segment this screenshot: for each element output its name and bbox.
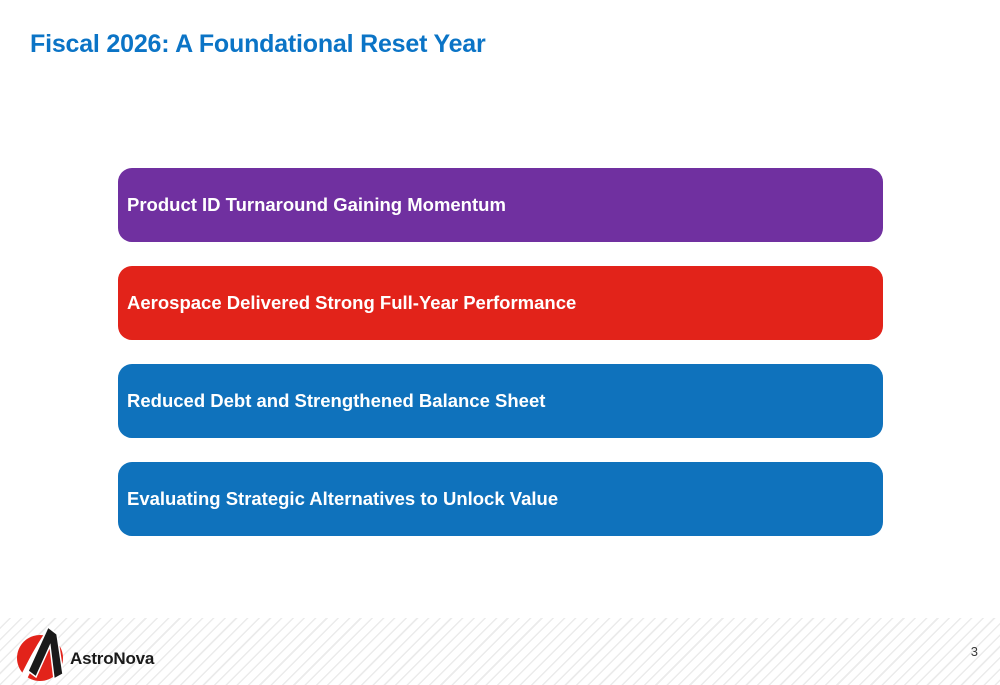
highlight-bar-aerospace: Aerospace Delivered Strong Full-Year Per…	[118, 266, 883, 340]
astronova-logo-wordmark: AstroNova	[70, 649, 155, 668]
highlight-bar-label: Reduced Debt and Strengthened Balance Sh…	[127, 390, 546, 411]
highlight-bar-label: Product ID Turnaround Gaining Momentum	[127, 194, 506, 215]
highlight-bars: Product ID Turnaround Gaining Momentum A…	[118, 168, 883, 560]
highlight-bar-strategic-alternatives: Evaluating Strategic Alternatives to Unl…	[118, 462, 883, 536]
highlight-bar-product-id: Product ID Turnaround Gaining Momentum	[118, 168, 883, 242]
highlight-bar-label: Evaluating Strategic Alternatives to Unl…	[127, 488, 559, 509]
highlight-bar-balance-sheet: Reduced Debt and Strengthened Balance Sh…	[118, 364, 883, 438]
page-title: Fiscal 2026: A Foundational Reset Year	[30, 30, 486, 58]
page-number: 3	[970, 644, 978, 659]
highlight-bar-label: Aerospace Delivered Strong Full-Year Per…	[127, 292, 577, 313]
footer-stripe-band: AstroNova 3	[0, 618, 1000, 685]
astronova-logo-icon	[17, 625, 64, 681]
astronova-logo: AstroNova	[16, 625, 154, 683]
